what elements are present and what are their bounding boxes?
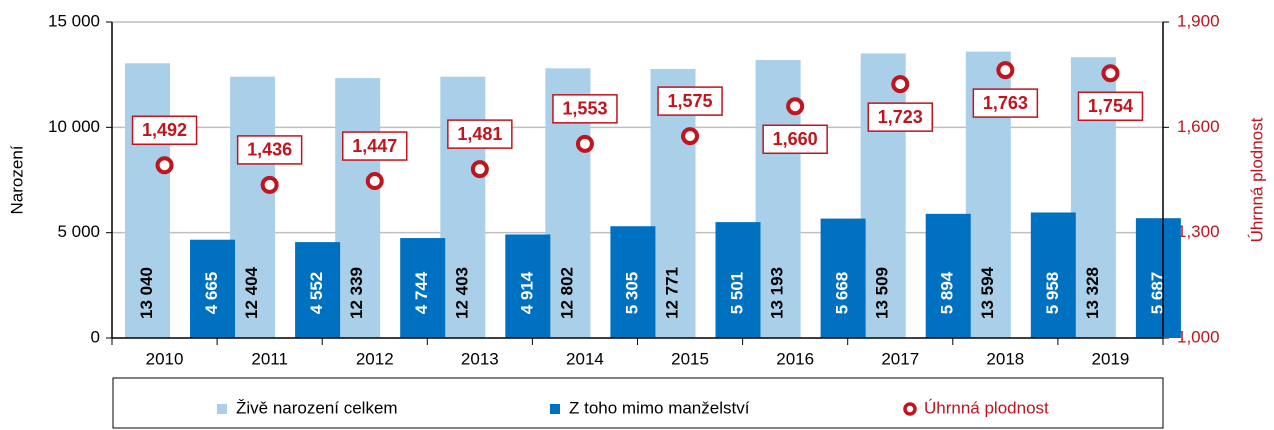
- data-label: 1,575: [668, 91, 713, 111]
- data-label: 1,481: [457, 124, 502, 144]
- marker: [155, 156, 174, 175]
- data-label: 4 665: [202, 272, 221, 315]
- data-label: 13 594: [978, 266, 997, 319]
- marker: [681, 127, 700, 146]
- data-label: 5 894: [938, 271, 957, 314]
- y2-tick-label: 1,000: [1177, 327, 1220, 346]
- data-label-box: [131, 115, 198, 146]
- bar: [820, 218, 866, 338]
- legend-marker: [903, 402, 917, 416]
- legend-label: Živě narození celkem: [236, 398, 398, 417]
- y2-tick-label: 1,900: [1177, 11, 1220, 30]
- x-tick-label: 2012: [356, 349, 394, 368]
- marker: [470, 160, 489, 179]
- bar: [125, 63, 170, 338]
- x-tick-label: 2015: [671, 349, 709, 368]
- data-label: 13 040: [137, 267, 156, 319]
- y2-tick-label: 1,600: [1177, 117, 1220, 136]
- data-label: 13 328: [1083, 267, 1102, 319]
- y2-axis-label: Úhrnná plodnost: [1247, 117, 1266, 242]
- data-label: 13 193: [768, 267, 787, 319]
- data-label-box: [236, 135, 303, 165]
- data-label: 1,492: [142, 120, 187, 140]
- data-label: 12 339: [347, 267, 366, 319]
- data-label: 1,553: [562, 99, 607, 119]
- bar: [715, 222, 761, 338]
- data-label: 13 509: [873, 267, 892, 319]
- marker: [575, 134, 594, 153]
- data-label-box: [972, 88, 1039, 118]
- data-label: 1,447: [352, 136, 397, 156]
- data-label: 5 501: [727, 272, 746, 315]
- data-label-box: [762, 124, 828, 155]
- y-tick-label: 10 000: [48, 117, 100, 136]
- data-label-box: [1077, 91, 1144, 122]
- data-label: 5 958: [1043, 272, 1062, 315]
- legend-label: Úhrnná plodnost: [924, 398, 1049, 417]
- data-label-box: [552, 94, 618, 124]
- data-label: 1,754: [1088, 96, 1133, 116]
- bar: [295, 242, 341, 338]
- marker: [996, 61, 1015, 80]
- data-label-box: [657, 86, 723, 116]
- marker: [365, 172, 384, 191]
- data-label: 1,436: [247, 140, 292, 160]
- x-tick-label: 2013: [461, 349, 499, 368]
- marker: [260, 175, 279, 194]
- data-label: 4 552: [307, 272, 326, 315]
- x-tick-label: 2014: [566, 349, 604, 368]
- marker: [1101, 64, 1120, 83]
- data-label: 4 914: [517, 271, 536, 314]
- bar: [335, 78, 381, 338]
- bar: [1030, 212, 1076, 338]
- data-label: 5 687: [1148, 272, 1167, 315]
- data-label: 5 305: [622, 272, 641, 315]
- y-tick-label: 0: [91, 327, 100, 346]
- x-tick-label: 2017: [881, 349, 919, 368]
- bar: [230, 76, 276, 339]
- data-label: 12 802: [557, 267, 576, 319]
- data-label: 12 404: [242, 266, 261, 319]
- data-label: 1,763: [983, 93, 1028, 113]
- legend-label: Z toho mimo manželství: [569, 398, 750, 417]
- x-tick-label: 2011: [251, 349, 288, 368]
- bar: [860, 53, 906, 338]
- data-label: 12 403: [452, 267, 471, 319]
- y-tick-label: 15 000: [48, 11, 100, 30]
- bar: [190, 239, 235, 338]
- x-tick-label: 2010: [146, 349, 184, 368]
- bar: [1135, 218, 1181, 338]
- legend-swatch: [550, 404, 560, 414]
- y-tick-label: 5 000: [57, 222, 100, 241]
- data-label: 1,723: [878, 107, 923, 127]
- data-label: 12 771: [662, 267, 681, 319]
- y2-tick-label: 1,300: [1177, 222, 1220, 241]
- bar: [400, 238, 446, 338]
- bar: [505, 234, 551, 338]
- x-tick-label: 2016: [776, 349, 814, 368]
- data-label: 5 668: [833, 272, 852, 315]
- data-label-box: [447, 119, 513, 149]
- marker: [786, 97, 805, 116]
- bar: [925, 213, 971, 338]
- legend-swatch: [217, 404, 227, 414]
- bar: [610, 226, 656, 338]
- x-tick-label: 2018: [986, 349, 1024, 368]
- data-label: 4 744: [412, 271, 431, 314]
- data-label-box: [342, 131, 408, 161]
- marker: [891, 75, 910, 94]
- y-axis-label: Narození: [7, 145, 26, 214]
- x-tick-label: 2019: [1092, 349, 1130, 368]
- legend-box: [112, 377, 1164, 429]
- data-label-box: [867, 102, 933, 132]
- data-label: 1,660: [773, 129, 818, 149]
